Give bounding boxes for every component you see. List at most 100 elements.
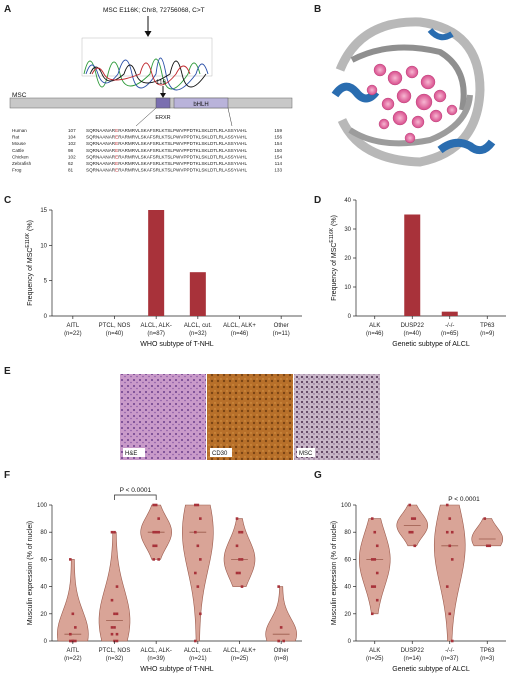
- data-point: [113, 626, 116, 629]
- data-point: [277, 585, 280, 588]
- data-point: [410, 517, 414, 520]
- data-point: [370, 517, 374, 520]
- alignment-sequence: SQRNAANARERARMRVLSKAFSRLKTSLPWVPPDTKLSKL…: [86, 161, 247, 166]
- data-point: [115, 612, 119, 616]
- data-point: [157, 558, 160, 561]
- position-arrowhead: [160, 93, 166, 98]
- x-tick-label: Other: [274, 648, 289, 654]
- count-label: (n=32): [106, 656, 124, 662]
- data-point: [196, 585, 200, 588]
- violin: [433, 504, 466, 642]
- y-tick-label: 10: [344, 285, 351, 291]
- alignment-sequence: SQRNAANARERARMRVLSKAFSRLKTSLPWVPPDTKLSKL…: [86, 154, 247, 159]
- alignment-start: 98: [68, 148, 74, 153]
- data-point: [445, 503, 449, 507]
- alignment-sequence: SQRNAANARERARMRVLSKAFSRLKTSLPWVPPDTKLSKL…: [86, 141, 247, 146]
- count-label: (n=87): [147, 331, 165, 337]
- x-axis-title: WHO subtype of T-NHL: [140, 341, 214, 348]
- x-tick-label: DUSP22: [401, 648, 425, 654]
- x-tick-label: TP63: [480, 323, 495, 329]
- violin: [223, 518, 256, 587]
- data-point: [115, 632, 119, 636]
- msc-image: [294, 374, 380, 460]
- alignment-start: 62: [68, 161, 74, 166]
- erxr-label: ERXR: [155, 115, 170, 121]
- data-point: [199, 558, 202, 561]
- alignment-species: Cattle: [12, 148, 24, 153]
- y-tick-label: 0: [348, 639, 352, 645]
- erxr-domain: [155, 97, 171, 109]
- data-point: [110, 530, 114, 534]
- data-point: [408, 503, 412, 507]
- y-tick-label: 60: [40, 557, 47, 563]
- position-label: 116: [156, 79, 167, 86]
- panel-letter-f: F: [4, 470, 11, 481]
- data-point: [194, 503, 197, 507]
- count-label: (n=8): [274, 656, 288, 662]
- data-point: [113, 530, 116, 534]
- count-label: (n=22): [64, 331, 82, 337]
- data-point: [240, 558, 244, 561]
- alignment-start: 104: [68, 135, 76, 140]
- alignment-end: 159: [274, 128, 282, 133]
- alignment-species: Human: [12, 128, 27, 133]
- data-point: [413, 544, 417, 548]
- data-point: [154, 503, 158, 507]
- data-point: [74, 626, 77, 629]
- panel-letter-c: C: [4, 195, 12, 206]
- alignment-end: 156: [274, 135, 282, 140]
- bar: [148, 210, 165, 316]
- msc-protein-bar: [9, 97, 293, 109]
- data-point: [277, 639, 280, 643]
- violin: [57, 559, 89, 642]
- cd30-label: CD30: [212, 451, 228, 457]
- data-point: [375, 571, 379, 575]
- y-tick-label: 100: [341, 503, 352, 509]
- data-point: [483, 517, 487, 520]
- count-label: (n=46): [231, 331, 249, 337]
- data-point: [450, 530, 454, 534]
- alignment-sequence: SQRNAANARERARMRVLSKAFSRLKTSLPWVPPDTKLSKL…: [86, 128, 247, 133]
- y-tick-label: 20: [40, 612, 47, 618]
- x-tick-label: -/-/-: [445, 323, 454, 329]
- mutation-label: MSC E116K; Chr8, 72756068, C>T: [103, 7, 205, 14]
- alignment-species: Chicken: [12, 154, 29, 159]
- count-label: (n=3): [480, 656, 494, 662]
- data-point: [375, 598, 379, 602]
- data-point: [194, 571, 197, 575]
- data-point: [69, 639, 72, 643]
- y-tick-label: 0: [44, 639, 48, 645]
- x-tick-label: PTCL, NOS: [99, 323, 131, 329]
- data-point: [448, 612, 452, 616]
- alignment-start: 102: [68, 154, 76, 159]
- x-tick-label: AITL: [66, 648, 79, 654]
- data-point: [373, 558, 377, 561]
- y-axis-title: Frequency of MSCE116K (%): [25, 220, 34, 306]
- y-tick-label: 0: [44, 314, 48, 320]
- x-tick-label: ALCL, ALK+: [223, 648, 256, 654]
- data-point: [152, 558, 155, 561]
- data-point: [448, 544, 452, 548]
- count-label: (n=21): [189, 656, 207, 662]
- data-point: [235, 517, 239, 520]
- y-tick-label: 40: [344, 585, 351, 591]
- x-tick-label: ALCL, ALK+: [223, 323, 256, 329]
- data-point: [157, 517, 160, 520]
- x-tick-label: ALCL, ALK-: [140, 323, 171, 329]
- x-tick-label: Other: [274, 323, 289, 329]
- y-tick-label: 20: [344, 612, 351, 618]
- data-point: [71, 612, 75, 616]
- x-axis-title: Genetic subtype of ALCL: [392, 666, 470, 673]
- count-label: (n=14): [403, 656, 421, 662]
- panel-letter-g: G: [314, 470, 322, 481]
- y-tick-label: 10: [40, 243, 47, 249]
- data-point: [445, 585, 449, 588]
- data-point: [110, 626, 114, 629]
- he-image: [120, 374, 206, 460]
- data-point: [238, 571, 241, 575]
- chart-f: 0 20 40 60 80 100 AITL (n=22) PTCL, NOS (n=32) ALC…: [27, 487, 302, 673]
- count-label: (n=9): [480, 331, 494, 337]
- data-point: [157, 530, 160, 534]
- count-label: (n=40): [106, 331, 124, 337]
